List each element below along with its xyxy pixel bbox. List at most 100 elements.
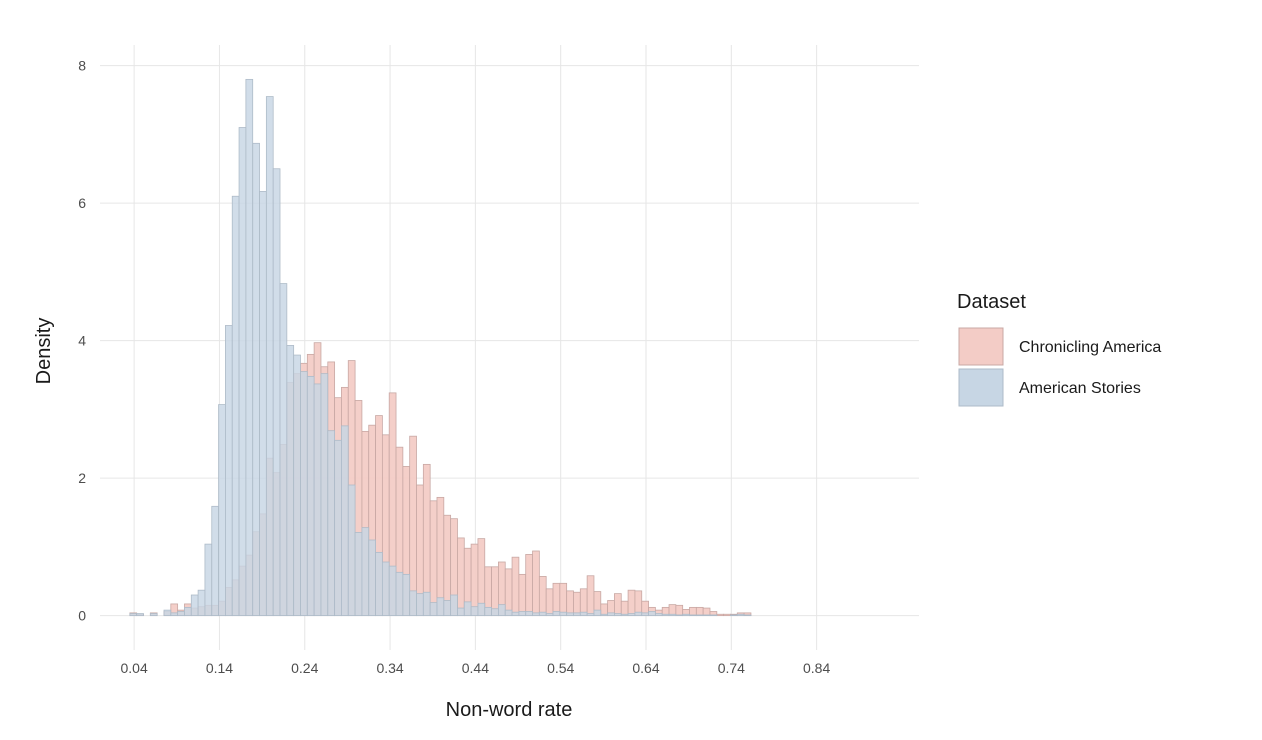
histogram-bar	[491, 608, 499, 617]
histogram-bar	[347, 484, 356, 617]
histogram-bar	[573, 591, 581, 617]
histogram-bar	[593, 609, 602, 617]
histogram-bar	[477, 602, 486, 617]
histogram-bar	[300, 371, 308, 617]
histogram-bar	[716, 613, 725, 617]
histogram-bar	[552, 582, 561, 617]
histogram-bar	[532, 550, 540, 617]
histogram-bar	[265, 96, 274, 617]
x-tick-label: 0.24	[291, 660, 318, 676]
legend-swatch-chronicling-america	[958, 327, 1004, 366]
histogram-bar	[395, 571, 404, 617]
histogram-bar	[689, 614, 697, 617]
histogram-bar	[695, 606, 704, 617]
histogram-bar	[559, 582, 568, 617]
histogram-bar	[429, 500, 438, 617]
histogram-bar	[675, 614, 684, 617]
x-axis-title: Non-word rate	[446, 699, 573, 721]
histogram-bar	[661, 613, 670, 617]
histogram-bar	[177, 611, 185, 617]
histogram-bar	[225, 325, 233, 617]
histogram-bar	[361, 527, 370, 617]
series-american-stories	[129, 78, 752, 617]
histogram-bar	[702, 614, 711, 617]
histogram-bar	[586, 575, 595, 617]
histogram-bar	[675, 604, 684, 617]
histogram-bar	[627, 589, 636, 617]
histogram-bar	[743, 614, 752, 617]
histogram-bar	[457, 537, 465, 617]
histogram-bar	[197, 589, 206, 617]
histogram-bar	[375, 551, 383, 617]
histogram-bar	[129, 613, 138, 617]
histogram-bar	[620, 600, 629, 617]
histogram-bar	[484, 606, 492, 617]
legend-label-chronicling-america: Chronicling America	[1019, 339, 1161, 356]
histogram-bar	[409, 435, 417, 617]
histogram-bar	[518, 611, 527, 617]
histogram-bar	[504, 609, 513, 617]
histogram-bar	[641, 612, 649, 617]
histogram-bar	[429, 602, 438, 617]
histogram-bar	[532, 612, 540, 617]
legend: Dataset Chronicling America American Sto…	[957, 291, 1161, 407]
legend-label-american-stories: American Stories	[1019, 380, 1141, 397]
x-tick-label: 0.74	[718, 660, 745, 676]
y-tick-label: 0	[78, 608, 86, 624]
histogram-bar	[402, 573, 411, 617]
histogram-bar	[614, 593, 622, 617]
histogram-bar	[334, 439, 342, 617]
legend-title: Dataset	[957, 291, 1026, 313]
histogram-bar	[170, 612, 179, 617]
histogram-bar	[436, 597, 445, 617]
histogram-bar	[409, 590, 417, 617]
histogram-bar	[463, 601, 472, 617]
histogram-bar	[470, 606, 479, 617]
histogram-bar	[149, 613, 158, 617]
y-tick-label: 6	[78, 195, 86, 211]
histogram-bar	[341, 425, 349, 617]
histogram-bar	[586, 613, 595, 617]
histogram-bar	[614, 613, 622, 617]
histogram-bar	[573, 612, 581, 617]
histogram-bar	[259, 191, 267, 617]
histogram-bar	[648, 611, 656, 617]
histogram-bar	[600, 613, 609, 617]
histogram-bar	[695, 614, 704, 617]
histogram-bar	[163, 609, 172, 617]
histogram-bar	[184, 606, 192, 617]
histogram-bar	[545, 613, 554, 617]
histogram-bar	[525, 554, 533, 617]
histogram-bar	[136, 613, 144, 617]
x-tick-label: 0.44	[462, 660, 489, 676]
x-tick-label: 0.64	[632, 660, 659, 676]
histogram-bar	[518, 573, 527, 617]
histogram-bar	[682, 613, 690, 617]
histogram-bar	[511, 556, 520, 617]
histogram-bar	[218, 404, 226, 617]
histogram-bar	[381, 561, 390, 617]
histogram-bar	[634, 611, 643, 617]
histogram-bar	[504, 568, 513, 617]
histogram-bar	[238, 127, 247, 617]
histogram-bar	[538, 576, 547, 617]
histogram-bar	[286, 345, 295, 617]
histogram-bar	[190, 594, 199, 617]
x-axis-ticks: 0.04 0.14 0.24 0.34 0.44 0.54 0.64 0.74 0.84	[121, 660, 831, 676]
histogram-bar	[204, 543, 213, 617]
y-tick-label: 2	[78, 470, 86, 486]
histogram-bar	[252, 142, 260, 617]
histogram-bar	[668, 613, 677, 617]
histogram-bar	[525, 611, 533, 617]
histogram-bar	[730, 614, 738, 617]
histogram-bar	[607, 612, 615, 617]
histogram-bar	[566, 590, 574, 617]
histogram-bar	[552, 611, 561, 617]
histogram-bar	[627, 613, 636, 617]
histogram-bar	[566, 612, 574, 617]
histogram-bar	[702, 607, 711, 617]
histogram-bar	[723, 613, 731, 617]
histogram-bar	[279, 283, 288, 617]
histogram-bar	[306, 375, 315, 617]
